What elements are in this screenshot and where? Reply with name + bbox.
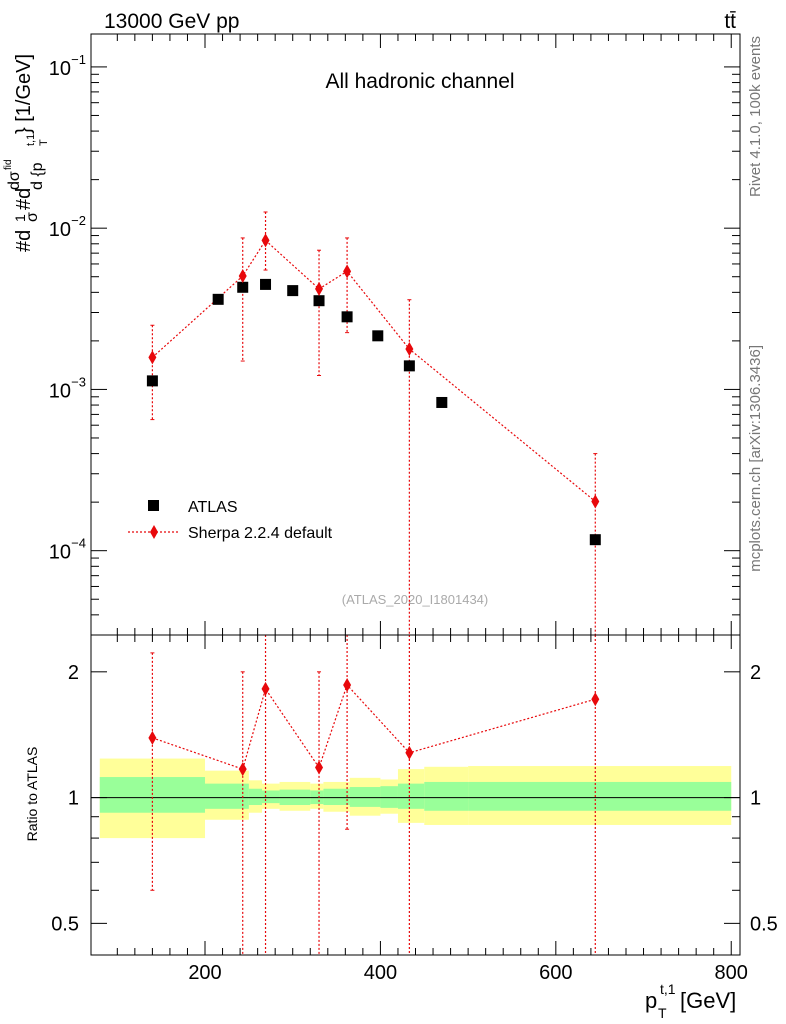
legend-atlas-label: ATLAS (188, 499, 238, 516)
ratio-band-inner (380, 786, 398, 808)
ratio-band-inner (205, 783, 249, 809)
atlas-point (146, 375, 158, 387)
atlas-point (372, 330, 384, 342)
ratio-ytick-label: 0.5 (51, 913, 79, 935)
ratio-band-inner (424, 781, 469, 811)
xtick-label: 200 (188, 962, 221, 984)
ylabel-denominator-sub: T (38, 139, 50, 146)
watermark: (ATLAS_2020_I1801434) (342, 592, 488, 607)
sherpa-point (261, 233, 270, 248)
ylabel-hash-d: #d (13, 230, 35, 252)
atlas-point (237, 281, 249, 293)
ratio-ytick-label-right: 1 (750, 788, 761, 810)
main-ytick-label-exp: −3 (71, 374, 86, 389)
ylabel-denominator: d {p (29, 162, 46, 190)
legend-atlas-marker (148, 500, 159, 511)
process-label: tt̄ (724, 10, 736, 33)
ratio-band-inner (349, 787, 381, 807)
ratio-band-inner (248, 788, 263, 806)
ylabel-denominator-sup: t,1 (25, 134, 37, 146)
xlabel-sup: t,1 (660, 981, 676, 997)
main-ytick-label: 10 (49, 58, 71, 80)
atlas-point (436, 396, 448, 408)
atlas-point (313, 295, 325, 307)
ratio-point (591, 692, 600, 707)
sherpa-point (405, 342, 414, 357)
atlas-point (341, 311, 353, 323)
ratio-band-inner (262, 790, 280, 804)
ratio-point (315, 760, 324, 775)
ylabel-unit: } [1/GeV] (13, 54, 35, 134)
main-frame (90, 33, 741, 636)
atlas-point (212, 293, 224, 305)
main-title: All hadronic channel (325, 70, 514, 93)
ratio-ytick-label: 2 (68, 662, 79, 684)
sherpa-point (591, 494, 600, 509)
sherpa-point (315, 281, 324, 296)
ratio-band-inner (323, 788, 350, 806)
main-ytick-label-exp: −1 (71, 52, 86, 67)
ratio-point (343, 677, 352, 692)
xlabel-unit: [GeV] (680, 988, 736, 1013)
atlas-point (287, 285, 299, 297)
ratio-band-inner (468, 781, 732, 811)
main-ytick-label: 10 (49, 542, 71, 564)
xtick-label: 600 (539, 962, 572, 984)
ylabel-hash-d2: #d (13, 188, 35, 210)
xlabel-sub: T (658, 1005, 667, 1021)
ratio-ytick-label: 1 (68, 788, 79, 810)
ratio-panel: 0.5 0.5 1 1 2 2 200 400 600 800 Ratio to ATLAS p … (24, 634, 778, 1021)
ratio-point (405, 745, 414, 760)
legend-sherpa-marker (150, 525, 158, 539)
ylabel-frac-top: 1 (12, 214, 28, 222)
main-ytick-label-exp: −4 (71, 536, 86, 551)
ylabel-dsigma: dσ (6, 171, 23, 190)
ratio-point (238, 762, 247, 777)
ylabel-dsigma-sup: fid (3, 159, 14, 170)
ratio-point (148, 730, 157, 745)
xtick-label: 400 (364, 962, 397, 984)
side-text-site: mcplots.cern.ch [arXiv:1306.3436] (747, 345, 764, 572)
energy-label: 13000 GeV pp (104, 10, 239, 33)
main-panel: All hadronic channel (ATLAS_2020_I180143… (3, 33, 741, 636)
sherpa-line (151, 239, 596, 502)
xtick-label: 800 (715, 962, 748, 984)
sherpa-point (238, 269, 247, 284)
ratio-ylabel: Ratio to ATLAS (24, 747, 40, 842)
main-ytick-label: 10 (49, 219, 71, 241)
xlabel-p: p (645, 988, 657, 1013)
ratio-line (152, 683, 596, 770)
legend: ATLAS Sherpa 2.2.4 default (128, 499, 333, 542)
atlas-point (260, 278, 272, 290)
side-text-version: Rivet 4.1.0, 100k events (747, 36, 764, 197)
sherpa-point (148, 350, 157, 365)
sherpa-point (343, 264, 352, 279)
ratio-ytick-label-right: 2 (750, 662, 761, 684)
atlas-point (403, 360, 415, 372)
main-ytick-label-exp: −2 (71, 213, 86, 228)
main-ytick-label: 10 (49, 380, 71, 402)
ratio-ytick-label-right: 0.5 (750, 913, 778, 935)
xaxis-label: p T t,1 [GeV] (645, 981, 736, 1021)
main-yaxis-label: #d 1 σ #d dσ fid d {p T t,1 } [1/GeV] (3, 54, 50, 252)
ratio-band-inner (397, 783, 425, 809)
ylabel-frac-bottom: σ (24, 212, 41, 222)
ratio-frame (90, 634, 741, 956)
ratio-point (261, 681, 270, 696)
atlas-point (589, 534, 601, 546)
legend-sherpa-label: Sherpa 2.2.4 default (188, 525, 333, 542)
